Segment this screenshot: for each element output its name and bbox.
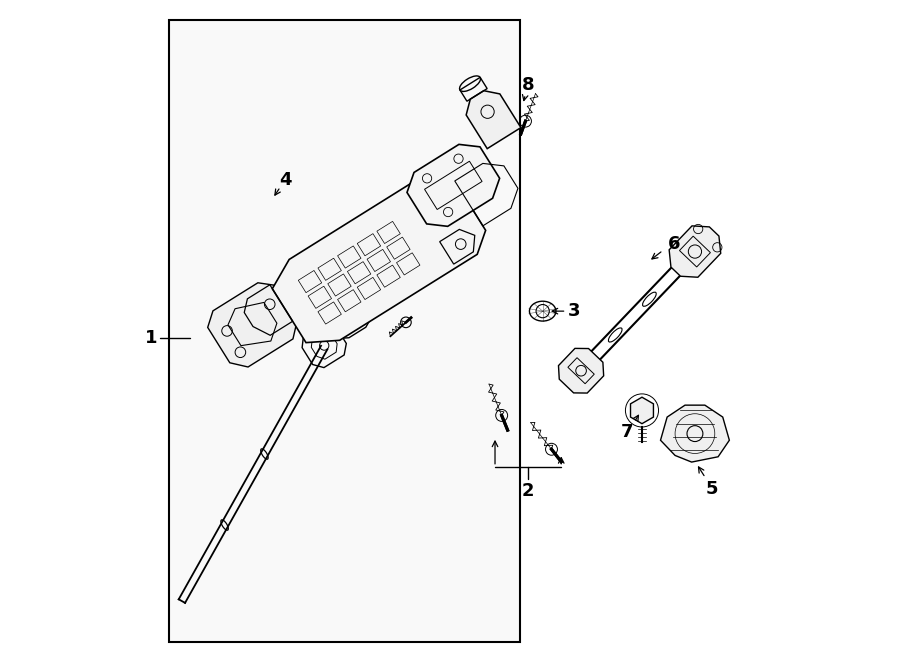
Text: 2: 2: [522, 482, 535, 500]
Text: 5: 5: [706, 479, 717, 498]
Polygon shape: [273, 173, 486, 343]
Polygon shape: [559, 348, 604, 393]
Text: 3: 3: [568, 302, 580, 320]
Polygon shape: [407, 144, 500, 226]
Bar: [168, 20, 519, 642]
Polygon shape: [661, 405, 729, 462]
Text: 8: 8: [522, 75, 535, 94]
Text: 1: 1: [145, 328, 157, 347]
Polygon shape: [631, 397, 653, 424]
Polygon shape: [208, 283, 297, 367]
Polygon shape: [466, 91, 521, 149]
Text: 6: 6: [668, 234, 680, 253]
Polygon shape: [669, 226, 721, 277]
Text: 7: 7: [621, 422, 634, 441]
Text: 4: 4: [280, 171, 292, 189]
